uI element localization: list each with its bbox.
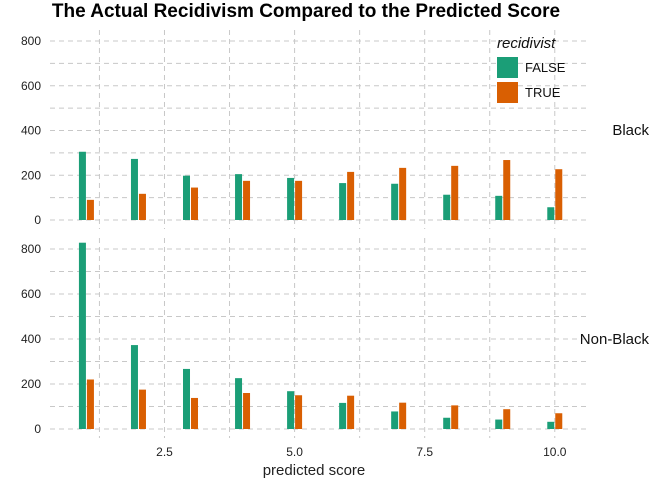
y-tick-label: 0 bbox=[34, 213, 41, 227]
legend-key bbox=[497, 57, 518, 78]
bar-true bbox=[399, 167, 407, 220]
bar-false bbox=[495, 195, 503, 220]
bar-true bbox=[451, 165, 459, 220]
legend-key bbox=[497, 82, 518, 103]
facet-panels: 0 200 400 600 800 Black 0 200 400 600 800 Non-Black… bbox=[21, 30, 650, 459]
y-tick-label: 200 bbox=[21, 168, 41, 182]
bar-true bbox=[347, 395, 355, 429]
bar-true bbox=[295, 395, 303, 429]
bar-false bbox=[339, 402, 347, 429]
bar-false bbox=[287, 177, 295, 220]
legend-label: FALSE bbox=[525, 60, 566, 75]
facet-panel: 0 200 400 600 800 Black bbox=[21, 30, 649, 229]
y-tick-label: 800 bbox=[21, 34, 41, 48]
x-axis-label: predicted score bbox=[263, 462, 366, 479]
legend: recidivist FALSE TRUE bbox=[497, 35, 566, 103]
bar-true bbox=[451, 405, 459, 429]
facet-label: Non-Black bbox=[580, 331, 650, 348]
bar-true bbox=[86, 379, 94, 429]
y-tick-label: 600 bbox=[21, 287, 41, 301]
bar-false bbox=[183, 175, 191, 220]
y-tick-label: 600 bbox=[21, 79, 41, 93]
y-tick-label: 400 bbox=[21, 332, 41, 346]
bar-false bbox=[339, 183, 347, 220]
bar-false bbox=[287, 391, 295, 429]
bar-true bbox=[191, 187, 199, 220]
legend-label: TRUE bbox=[525, 85, 561, 100]
facet-panel: 0 200 400 600 800 Non-Black bbox=[21, 238, 650, 438]
facet-label: Black bbox=[612, 122, 649, 139]
bar-false bbox=[443, 417, 451, 429]
bar-false bbox=[391, 411, 399, 429]
bar-true bbox=[347, 171, 355, 220]
bar-false bbox=[443, 194, 451, 220]
bar-true bbox=[243, 180, 251, 220]
bar-false bbox=[235, 174, 243, 220]
bar-false bbox=[78, 242, 86, 429]
x-tick-label: 7.5 bbox=[416, 445, 433, 459]
x-tick-label: 10.0 bbox=[543, 445, 567, 459]
bar-false bbox=[547, 421, 555, 429]
bar-true bbox=[138, 389, 146, 429]
bar-true bbox=[555, 413, 563, 429]
y-tick-label: 400 bbox=[21, 124, 41, 138]
bar-false bbox=[78, 151, 86, 220]
bar-true bbox=[503, 160, 511, 220]
bar-false bbox=[391, 183, 399, 220]
bar-true bbox=[243, 393, 251, 429]
bar-false bbox=[183, 368, 191, 429]
bar-true bbox=[138, 193, 146, 220]
bar-true bbox=[295, 180, 303, 220]
y-tick-label: 0 bbox=[34, 422, 41, 436]
chart-title: The Actual Recidivism Compared to the Pr… bbox=[52, 1, 560, 22]
y-tick-label: 800 bbox=[21, 242, 41, 256]
bar-true bbox=[555, 169, 563, 220]
bar-false bbox=[235, 378, 243, 429]
legend-title: recidivist bbox=[497, 35, 556, 52]
bar-false bbox=[547, 207, 555, 220]
bar-false bbox=[130, 158, 138, 220]
bar-true bbox=[191, 397, 199, 429]
bar-true bbox=[399, 402, 407, 429]
bar-false bbox=[130, 345, 138, 429]
bar-true bbox=[86, 199, 94, 220]
x-tick-label: 2.5 bbox=[156, 445, 173, 459]
bar-true bbox=[503, 409, 511, 429]
bar-false bbox=[495, 419, 503, 429]
y-tick-label: 200 bbox=[21, 377, 41, 391]
x-tick-label: 5.0 bbox=[286, 445, 303, 459]
